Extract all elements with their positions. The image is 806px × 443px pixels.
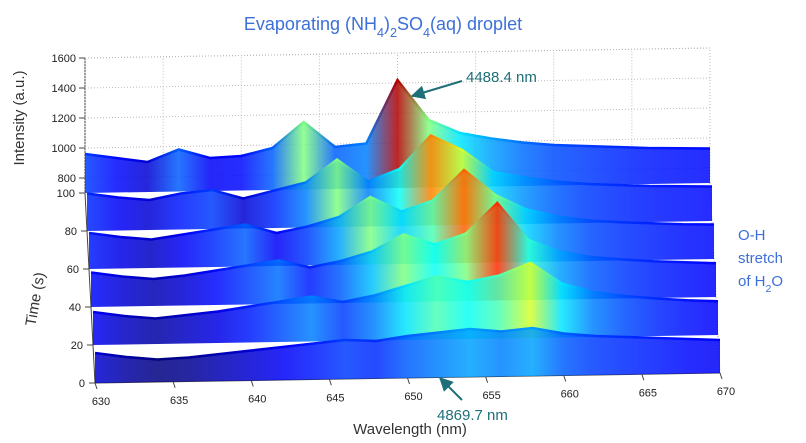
text-part: O-H (738, 227, 766, 244)
annotation-arrow (439, 377, 463, 401)
x-tick-label: 630 (92, 396, 110, 408)
z-tick-label: 800 (58, 173, 76, 185)
side-label-line: stretch (738, 250, 783, 267)
surface: 100806040200 (84, 77, 721, 383)
text-part: Evaporating (NH (244, 14, 377, 34)
y-axis-label: Time (s) (22, 271, 48, 328)
x-tick (250, 380, 254, 387)
text-part: of H (738, 273, 766, 290)
x-tick (328, 379, 332, 386)
slice-ridge (92, 261, 719, 320)
side-label-line: of H2O (738, 273, 783, 295)
subscript: 4 (423, 26, 430, 40)
y-tick-label: 0 (79, 378, 85, 390)
grid-line (84, 47, 711, 59)
subscript: 2 (390, 26, 397, 40)
x-tick (641, 374, 645, 381)
x-tick-label: 665 (639, 387, 657, 399)
chart-title: Evaporating (NH4)2SO4(aq) droplet (244, 14, 522, 40)
subscript: 4 (377, 26, 384, 40)
slice-ridge (84, 77, 711, 164)
x-tick-label: 670 (717, 386, 735, 398)
slice-ridge (90, 201, 717, 281)
x-tick (172, 381, 176, 388)
y-tick-label: 60 (67, 264, 79, 276)
y-tick-label: 40 (69, 302, 81, 314)
slice-body (85, 80, 710, 193)
annotation: 4869.7 nm (437, 407, 508, 424)
y-axis-line (84, 192, 96, 384)
y-tick-label: 80 (65, 226, 77, 238)
z-tick-label: 1600 (52, 53, 76, 65)
text-part: ) (384, 14, 390, 34)
slice-ridge (86, 133, 713, 202)
text-part: SO (397, 14, 423, 34)
slice-ridge (88, 168, 715, 241)
x-tick (94, 382, 98, 390)
slice-body (95, 328, 720, 383)
z-tick-label: 1000 (52, 143, 76, 155)
y-tick-label: 20 (71, 340, 83, 352)
y-tick-label: 100 (57, 188, 75, 200)
slice-ridge (94, 326, 721, 361)
text-part: O (771, 273, 783, 290)
x-tick (407, 377, 410, 385)
x-tick (719, 372, 723, 380)
x-tick-label: 650 (404, 391, 422, 403)
slice-body (87, 135, 712, 231)
text-part: stretch (738, 250, 783, 267)
x-tick-label: 640 (248, 394, 266, 406)
x-tick-label: 635 (170, 395, 188, 407)
side-label-line: O-H (738, 227, 766, 244)
x-tick-label: 660 (561, 389, 579, 401)
text-part: (aq) droplet (430, 14, 522, 34)
z-tick-label: 1200 (52, 113, 76, 125)
subscript: 2 (766, 283, 772, 295)
x-tick-label: 645 (326, 392, 344, 404)
annotation: 4488.4 nm (466, 69, 537, 86)
x-tick-label: 655 (482, 390, 500, 402)
x-tick (485, 376, 489, 383)
x-axis-label: Wavelength (nm) (353, 421, 467, 438)
slice-body (89, 170, 714, 269)
x-tick (563, 375, 567, 382)
side-label: O-H stretch of H2O (738, 227, 783, 295)
annotation-arrow (410, 80, 463, 100)
z-axis-label: Intensity (a.u.) (11, 70, 28, 165)
z-tick-label: 1400 (52, 83, 76, 95)
